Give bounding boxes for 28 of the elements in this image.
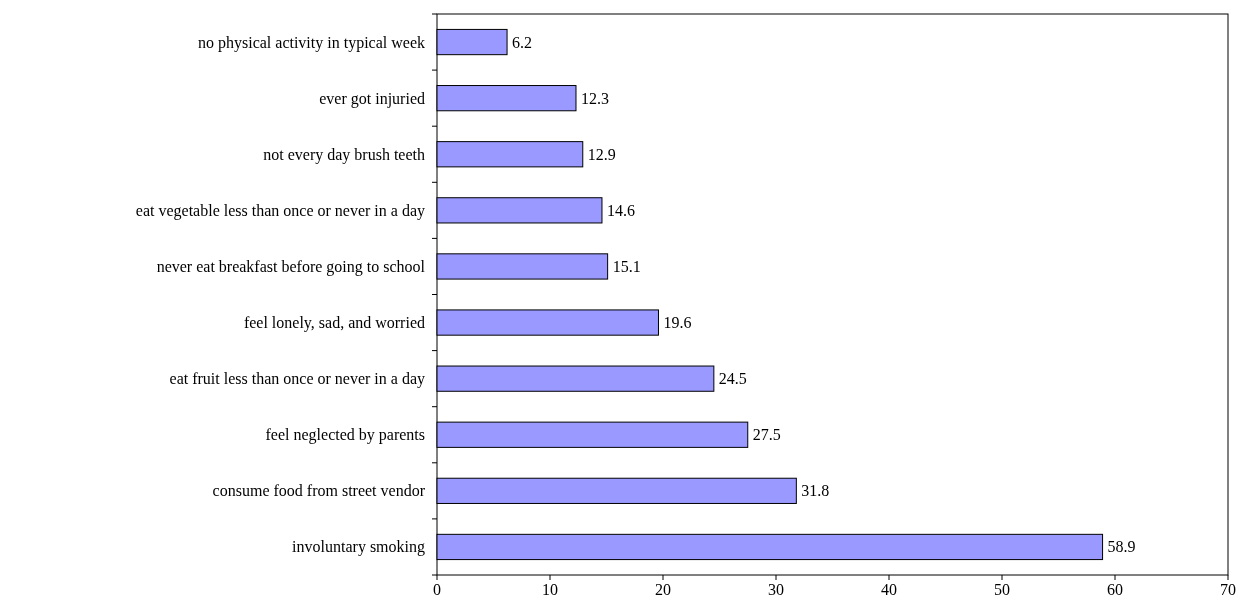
x-tick-label: 10	[542, 581, 558, 598]
x-tick-label: 40	[881, 581, 897, 598]
data-label: 24.5	[718, 370, 747, 388]
data-label: 12.9	[587, 145, 616, 163]
data-label: 6.2	[512, 33, 533, 51]
y-tick-label: not every day brush teeth	[263, 145, 425, 164]
y-tick-label: never eat breakfast before going to school	[156, 257, 426, 276]
y-tick-label: no physical activity in typical week	[197, 33, 425, 52]
data-label: 58.9	[1107, 538, 1136, 556]
x-tick-label: 20	[655, 581, 671, 598]
data-label: 15.1	[612, 257, 641, 275]
y-tick-label: consume food from street vendor	[212, 482, 426, 500]
x-tick-label: 70	[1220, 581, 1236, 598]
x-tick-label: 50	[994, 581, 1010, 598]
y-tick-label: eat vegetable less than once or never in a day	[135, 201, 425, 220]
x-tick-label: 0	[433, 581, 441, 598]
data-label: 31.8	[801, 482, 830, 500]
data-label: 19.6	[663, 314, 692, 332]
x-tick-label: 60	[1107, 581, 1123, 598]
y-tick-label: feel lonely, sad, and worried	[243, 314, 425, 333]
data-label: 14.6	[606, 201, 635, 219]
y-tick-label: feel neglected by parents	[265, 426, 425, 445]
data-label: 12.3	[580, 89, 609, 107]
data-label: 27.5	[752, 426, 781, 444]
y-tick-label: involuntary smoking	[292, 538, 425, 557]
x-tick-label: 30	[768, 581, 784, 598]
y-tick-label: eat fruit less than once or never in a day	[169, 370, 425, 389]
y-tick-label: ever got injuried	[319, 89, 425, 108]
